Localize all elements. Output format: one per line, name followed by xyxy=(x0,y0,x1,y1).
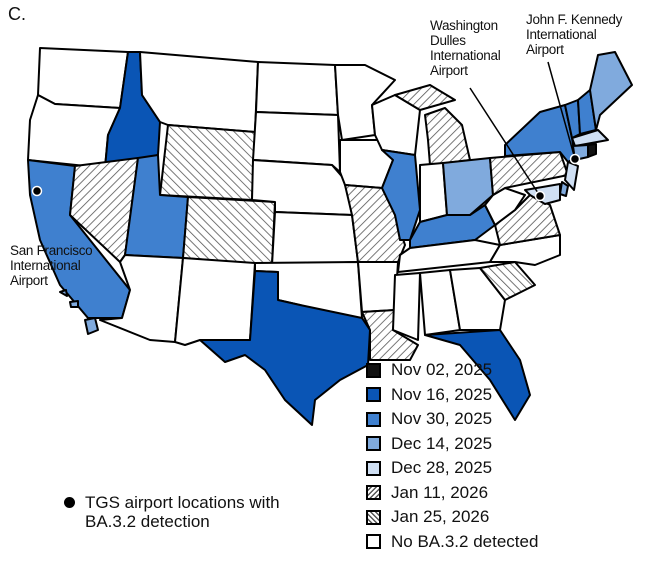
label-line: Airport xyxy=(10,273,48,288)
legend-item-dec14: Dec 14, 2025 xyxy=(366,432,538,457)
label-line: Washington xyxy=(430,18,498,33)
airport-dot-icon xyxy=(64,497,75,508)
legend-item-none: No BA.3.2 detected xyxy=(366,530,538,555)
legend: Nov 02, 2025 Nov 16, 2025 Nov 30, 2025 Dec … xyxy=(366,358,538,554)
legend-label: No BA.3.2 detected xyxy=(391,531,539,551)
legend-swatch xyxy=(366,362,381,378)
panel-label: C. xyxy=(8,4,26,24)
legend-swatch xyxy=(366,411,381,427)
legend-label: Nov 02, 2025 xyxy=(391,360,493,380)
legend-swatch xyxy=(366,485,381,501)
leader-line-jfk xyxy=(547,61,576,160)
label-line: Airport xyxy=(430,63,468,78)
label-line: San Francisco xyxy=(10,243,93,258)
state-nj xyxy=(564,161,579,191)
airport-note: TGS airport locations with BA.3.2 detect… xyxy=(64,493,325,531)
state-ks xyxy=(271,211,359,266)
state-mt xyxy=(139,51,259,133)
legend-item-nov02: Nov 02, 2025 xyxy=(366,358,538,383)
state-nm xyxy=(174,257,256,346)
legend-label: Dec 14, 2025 xyxy=(391,433,493,453)
legend-item-jan11: Jan 11, 2026 xyxy=(366,481,538,506)
state-ma xyxy=(571,129,609,147)
legend-swatch xyxy=(366,387,381,403)
legend-item-nov16: Nov 16, 2025 xyxy=(366,383,538,408)
label-line: International xyxy=(10,258,81,273)
state-co xyxy=(182,196,276,266)
state-ny xyxy=(504,104,576,163)
airport-note-text: TGS airport locations with BA.3.2 detect… xyxy=(85,493,280,531)
airport-label-jfk: John F. Kennedy International Airport xyxy=(526,12,622,57)
state-oh xyxy=(442,157,494,216)
label-line: Dulles xyxy=(430,33,466,48)
state-ms xyxy=(392,272,421,341)
legend-item-dec28: Dec 28, 2025 xyxy=(366,456,538,481)
label-line: Airport xyxy=(526,42,564,57)
airport-marker-jfk xyxy=(569,153,581,165)
state-wa xyxy=(37,47,129,109)
state-nd xyxy=(255,61,339,116)
state-wy xyxy=(159,124,256,201)
legend-item-nov30: Nov 30, 2025 xyxy=(366,407,538,432)
label-line: International xyxy=(430,48,501,63)
state-ri xyxy=(587,143,597,158)
legend-label: Nov 30, 2025 xyxy=(391,409,493,429)
legend-swatch xyxy=(366,534,381,550)
state-hi xyxy=(59,289,99,335)
legend-label: Jan 11, 2026 xyxy=(391,482,489,502)
legend-label: Jan 25, 2026 xyxy=(391,507,490,527)
legend-swatch xyxy=(366,509,381,525)
state-ar xyxy=(357,261,399,313)
airport-marker-sfo xyxy=(31,185,43,197)
state-de xyxy=(559,181,569,197)
legend-item-jan25: Jan 25, 2026 xyxy=(366,505,538,530)
airport-label-sfo: San Francisco International Airport xyxy=(10,243,93,288)
airport-label-iad: Washington Dulles International Airport xyxy=(430,18,501,78)
legend-label: Dec 28, 2025 xyxy=(391,458,493,478)
label-line: John F. Kennedy xyxy=(526,12,623,27)
state-me xyxy=(589,51,633,131)
state-il xyxy=(381,149,421,241)
legend-swatch xyxy=(366,436,381,452)
legend-label: Nov 16, 2025 xyxy=(391,384,493,404)
label-line: International xyxy=(526,27,597,42)
leader-line-iad xyxy=(469,87,541,197)
state-tx xyxy=(199,270,371,426)
legend-swatch xyxy=(366,460,381,476)
state-fl xyxy=(424,329,531,421)
airport-marker-iad xyxy=(534,190,546,202)
state-sc xyxy=(479,261,536,301)
